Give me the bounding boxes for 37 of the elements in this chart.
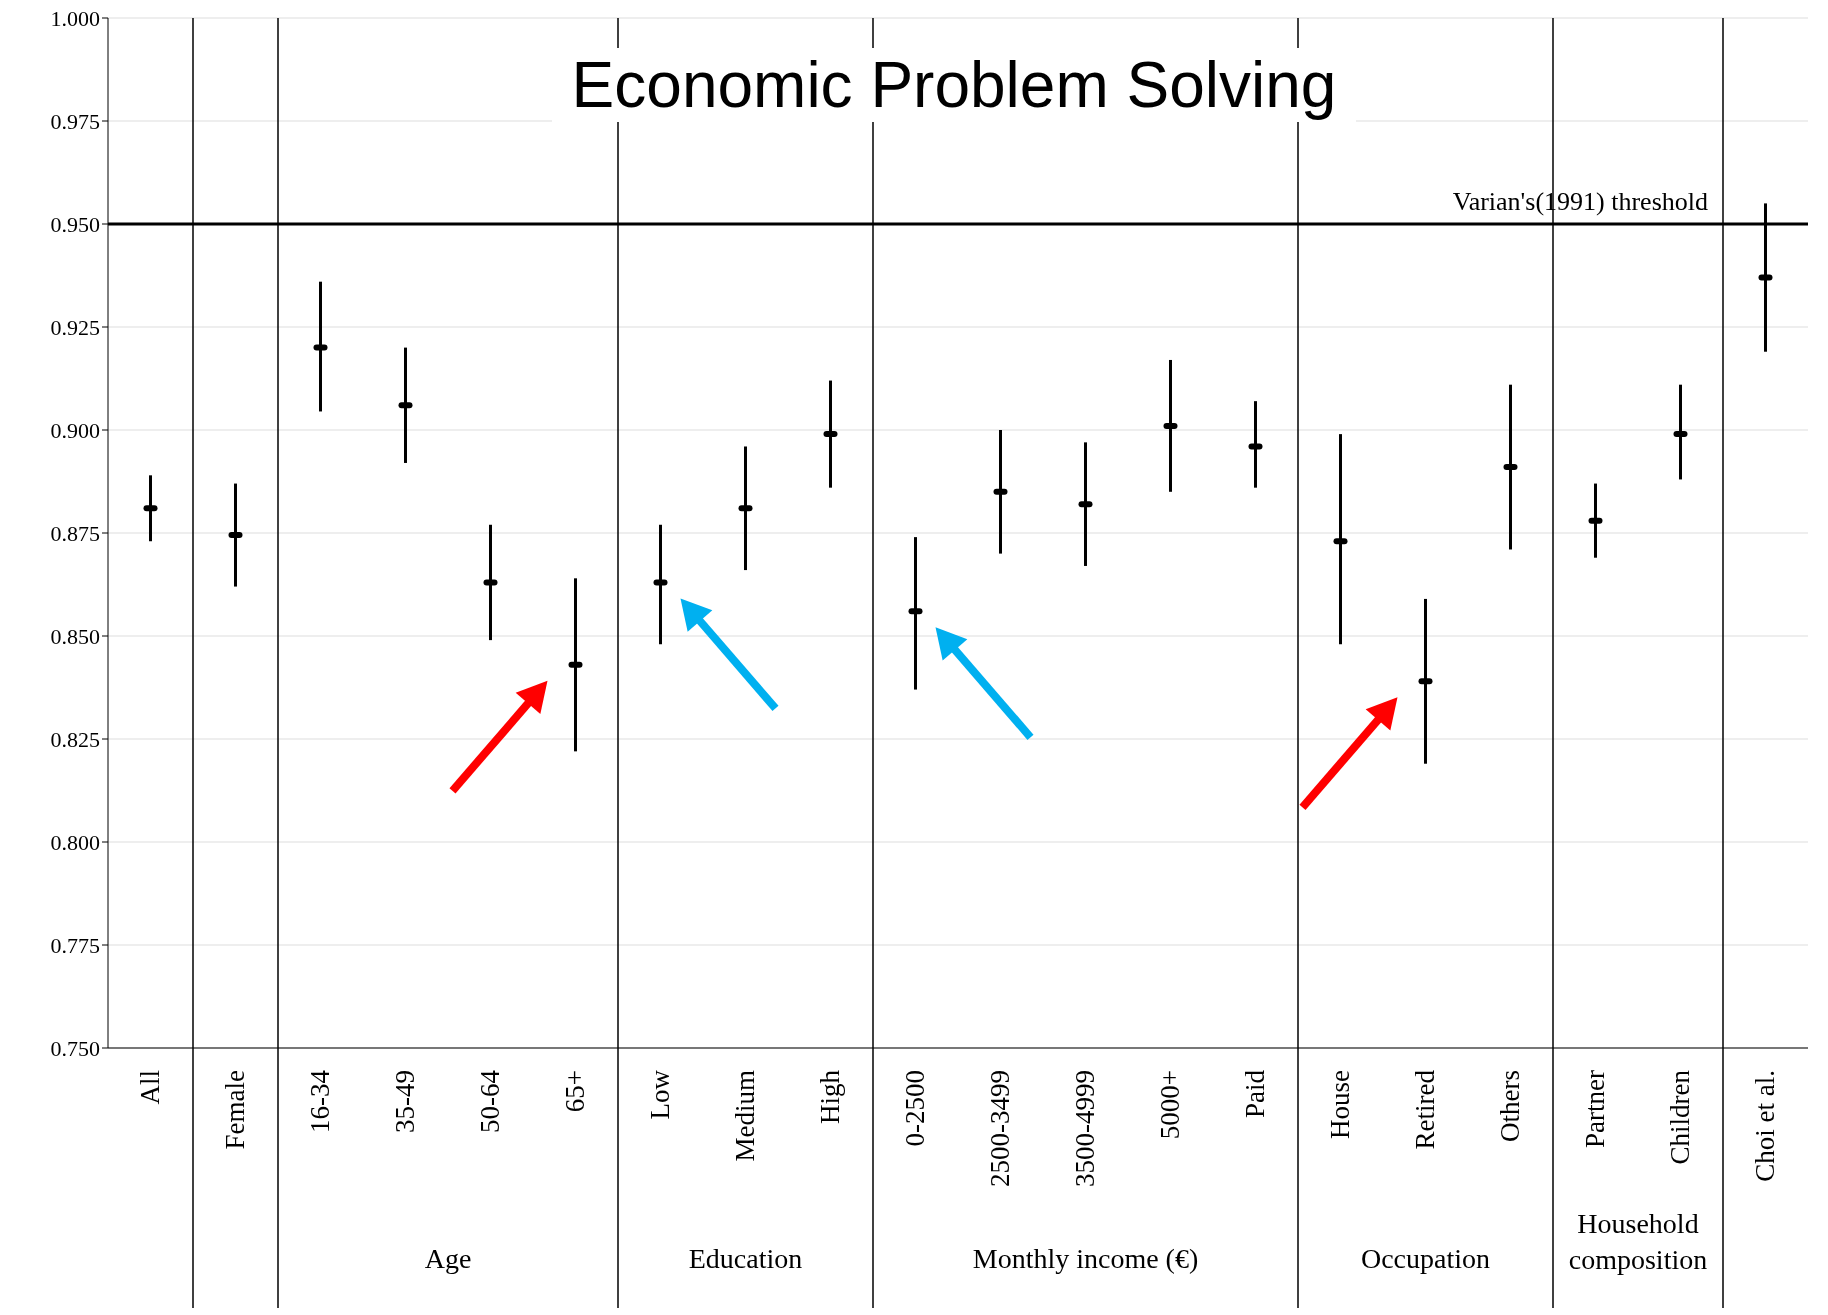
text: Household composition: [1568, 1208, 1708, 1275]
x-tick-label: All: [134, 1070, 165, 1105]
y-tick-label: 0.850: [50, 623, 100, 649]
y-tick-label: 0.800: [50, 829, 100, 855]
x-tick-label: Female: [219, 1070, 250, 1150]
x-tick-label: Paid: [1239, 1069, 1270, 1119]
x-tick-label: 35-49: [389, 1070, 420, 1133]
y-tick-label: 0.775: [50, 932, 100, 958]
y-tick-label: 0.925: [50, 314, 100, 340]
x-tick-label: 2500-3499: [984, 1070, 1015, 1187]
text: Economic Problem Solving: [551, 48, 1357, 122]
x-tick-label: Retired: [1409, 1069, 1440, 1150]
y-tick-label: 0.975: [50, 108, 100, 134]
x-tick-label: Children: [1664, 1069, 1695, 1165]
x-tick-label: High: [814, 1069, 845, 1124]
y-tick-label: 1.000: [50, 5, 100, 31]
text: Monthly income (€): [972, 1243, 1199, 1274]
x-tick-label: 0-2500: [899, 1070, 930, 1147]
y-tick-label: 0.900: [50, 417, 100, 443]
x-tick-label: 3500-4999: [1069, 1070, 1100, 1187]
x-tick-label: Low: [644, 1069, 675, 1120]
y-tick-label: 0.750: [50, 1035, 100, 1061]
text: Occupation: [1360, 1243, 1491, 1274]
text: Education: [688, 1243, 803, 1274]
x-tick-label: House: [1324, 1069, 1355, 1139]
x-tick-label: Medium: [729, 1070, 760, 1162]
y-tick-label: 0.825: [50, 726, 100, 752]
x-tick-label: 50-64: [474, 1069, 505, 1133]
y-tick-label: 0.875: [50, 520, 100, 546]
x-tick-label: Others: [1494, 1070, 1525, 1142]
x-tick-label: Choi et al.: [1749, 1070, 1780, 1182]
x-tick-label: Partner: [1579, 1069, 1610, 1148]
x-tick-label: 65+: [559, 1070, 590, 1113]
text: Age: [424, 1243, 472, 1274]
x-tick-label: 5000+: [1154, 1070, 1185, 1140]
x-tick-label: 16-34: [304, 1069, 335, 1133]
y-tick-label: 0.950: [50, 211, 100, 237]
